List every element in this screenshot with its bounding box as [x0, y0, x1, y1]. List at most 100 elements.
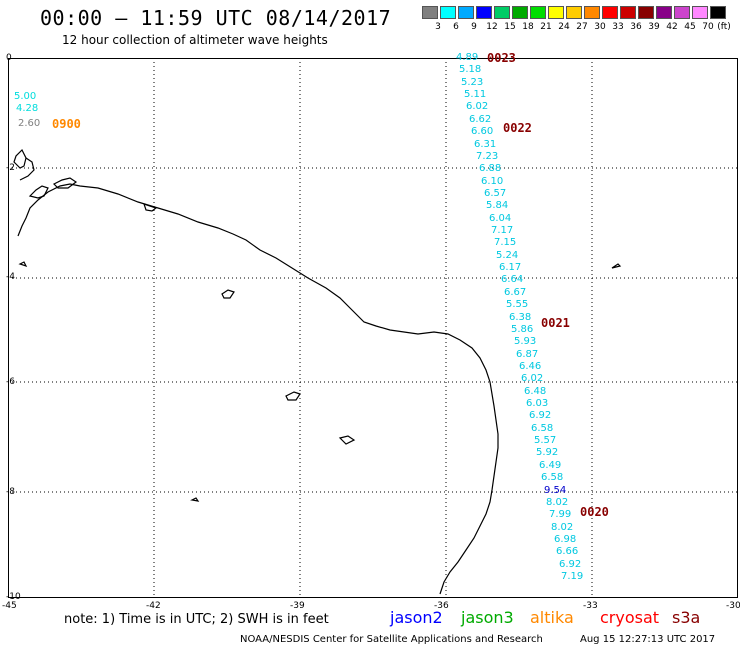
satellite-name: jason3: [461, 608, 514, 627]
legend-label: 45: [684, 22, 696, 32]
y-tick-label: -6: [6, 377, 15, 387]
legend-swatch: [548, 6, 564, 19]
y-tick-label: -10: [6, 592, 21, 602]
legend-label: 70: [702, 22, 714, 32]
wave-value: 5.23: [461, 77, 484, 88]
wave-value: 7.15: [494, 237, 517, 248]
x-tick-label: -36: [434, 601, 449, 611]
satellite-name: cryosat: [600, 608, 660, 627]
wave-value: 5.93: [514, 336, 537, 347]
wave-value: 6.88: [479, 163, 502, 174]
time-label: 0021: [541, 316, 570, 330]
wave-value: 5.86: [511, 324, 534, 335]
wave-value: 5.55: [506, 299, 529, 310]
wave-value: 6.92: [529, 410, 552, 421]
timestamp-text: Aug 15 12:27:13 UTC 2017: [580, 634, 716, 645]
legend-label: 21: [540, 22, 552, 32]
legend-label: 3: [435, 22, 441, 32]
wave-value: 5.00: [14, 91, 37, 102]
wave-value: 6.92: [559, 559, 582, 570]
legend-label: 6: [453, 22, 459, 32]
legend-swatch: [494, 6, 510, 19]
time-label: 0022: [503, 121, 532, 135]
wave-value: 9.54: [544, 485, 567, 496]
y-tick-label: -4: [6, 272, 15, 282]
wave-value: 7.99: [549, 509, 572, 520]
wave-value: 6.04: [489, 213, 512, 224]
wave-value: 8.02: [546, 497, 569, 508]
y-tick-label: -2: [6, 163, 15, 173]
wave-value: 6.58: [541, 472, 564, 483]
time-label: 0020: [580, 505, 609, 519]
legend-label: 36: [630, 22, 642, 32]
wave-value: 6.02: [521, 373, 544, 384]
wave-value: 8.02: [551, 522, 574, 533]
legend-label: 27: [576, 22, 588, 32]
wave-value: 2.60: [18, 118, 41, 129]
legend-swatch: [692, 6, 708, 19]
wave-value: 5.18: [459, 64, 482, 75]
legend-unit: (ft): [717, 22, 731, 32]
wave-value: 6.60: [471, 126, 494, 137]
legend-label: 39: [648, 22, 660, 32]
legend-swatch: [602, 6, 618, 19]
x-tick-label: -30: [726, 601, 740, 611]
legend-swatch: [512, 6, 528, 19]
map-area: [8, 58, 738, 598]
legend-swatch: [656, 6, 672, 19]
legend-label: 15: [504, 22, 516, 32]
note-text: note: 1) Time is in UTC; 2) SWH is in fe…: [64, 612, 329, 627]
legend-swatch: [620, 6, 636, 19]
legend-swatch: [638, 6, 654, 19]
wave-value: 5.84: [486, 200, 509, 211]
wave-value: 6.98: [554, 534, 577, 545]
wave-value: 6.58: [531, 423, 554, 434]
legend-label: 12: [486, 22, 498, 32]
wave-value: 6.64: [501, 274, 524, 285]
wave-value: 6.66: [556, 546, 579, 557]
wave-value: 5.24: [496, 250, 519, 261]
legend-swatch: [566, 6, 582, 19]
wave-value: 6.31: [474, 139, 497, 150]
legend-label: 9: [471, 22, 477, 32]
legend-swatch: [584, 6, 600, 19]
time-label: 0900: [52, 117, 81, 131]
legend-label: 18: [522, 22, 534, 32]
legend-swatch: [422, 6, 438, 19]
wave-value: 6.02: [466, 101, 489, 112]
legend-swatch: [530, 6, 546, 19]
wave-value: 6.48: [524, 386, 547, 397]
satellite-name: jason2: [390, 608, 443, 627]
credit-text: NOAA/NESDIS Center for Satellite Applica…: [240, 634, 543, 645]
wave-value: 6.03: [526, 398, 549, 409]
legend-swatch: [458, 6, 474, 19]
page-title: 00:00 – 11:59 UTC 08/14/2017: [40, 6, 392, 30]
x-tick-label: -42: [146, 601, 161, 611]
wave-value: 4.28: [16, 103, 39, 114]
y-tick-label: 0: [6, 53, 12, 63]
wave-value: 6.38: [509, 312, 532, 323]
legend-swatch: [674, 6, 690, 19]
time-label: 0023: [487, 51, 516, 65]
wave-value: 5.57: [534, 435, 557, 446]
wave-value: 6.49: [539, 460, 562, 471]
wave-value: 4.89: [456, 52, 479, 63]
wave-value: 5.92: [536, 447, 559, 458]
wave-value: 6.46: [519, 361, 542, 372]
satellite-name: altika: [530, 608, 574, 627]
wave-value: 6.17: [499, 262, 522, 273]
wave-value: 6.62: [469, 114, 492, 125]
page-subtitle: 12 hour collection of altimeter wave hei…: [62, 33, 328, 47]
y-tick-label: -8: [6, 487, 15, 497]
coastline: [13, 148, 622, 595]
wave-value: 7.17: [491, 225, 514, 236]
map-frame: [8, 58, 738, 598]
legend-label: 24: [558, 22, 570, 32]
grid-lines: [8, 58, 738, 598]
x-tick-label: -39: [290, 601, 305, 611]
satellite-name: s3a: [672, 608, 701, 627]
wave-value: 6.67: [504, 287, 527, 298]
legend-label: 42: [666, 22, 678, 32]
wave-value: 5.11: [464, 89, 487, 100]
x-tick-label: -33: [583, 601, 598, 611]
